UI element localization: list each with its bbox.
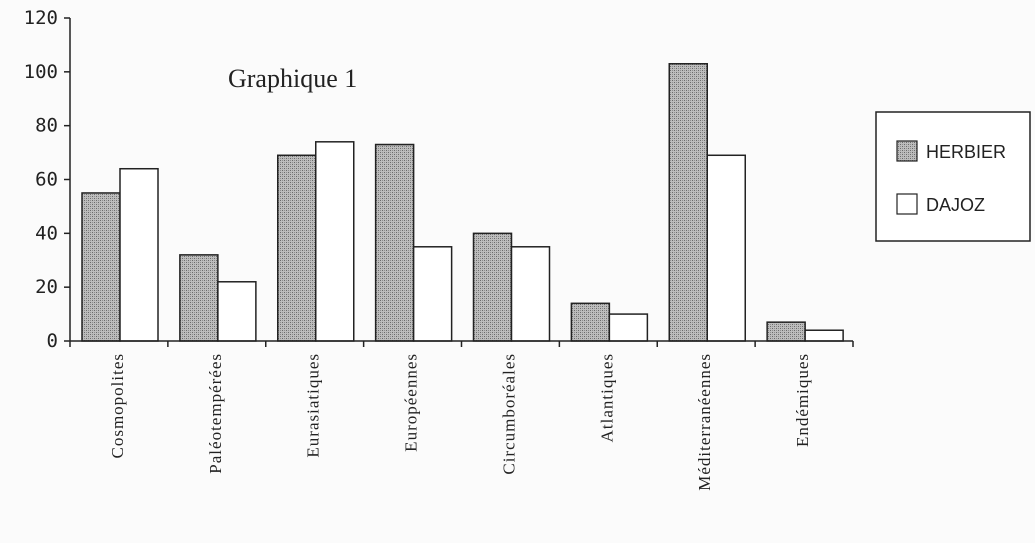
bar-herbier-1 [81, 192, 121, 342]
x-axis: Cosmopolites Paléotempérées Eurasiatiques E… [69, 340, 854, 491]
legend-swatch-herbier [896, 140, 918, 162]
category-label: Atlantiques [597, 353, 616, 442]
category-label: Cosmopolites [108, 353, 127, 459]
category-label: Eurasiatiques [304, 353, 323, 458]
bar-dajoz-3 [315, 141, 355, 342]
bar-dajoz-5 [510, 246, 551, 342]
y-tick-label: 40 [35, 222, 58, 244]
legend-label-dajoz: DAJOZ [926, 195, 985, 215]
legend-box [875, 111, 1031, 242]
y-tick-label: 20 [35, 276, 58, 298]
bar-herbier-8 [766, 321, 806, 342]
y-tick-label: 0 [47, 330, 58, 352]
bar-herbier-7 [668, 63, 708, 342]
bar-dajoz-8 [804, 329, 844, 342]
y-tick-label: 80 [35, 115, 58, 137]
bar-dajoz-1 [119, 167, 159, 342]
y-axis: 0 20 40 60 80 100 120 [24, 7, 71, 352]
legend: HERBIER DAJOZ [875, 111, 1031, 242]
bar-herbier-5 [472, 232, 513, 342]
y-tick-label: 60 [35, 169, 58, 191]
y-tick-label: 120 [24, 7, 58, 29]
legend-label-herbier: HERBIER [926, 142, 1006, 162]
bar-herbier-4 [374, 143, 415, 342]
chart-title: Graphique 1 [228, 64, 357, 93]
bar-herbier-3 [277, 154, 317, 342]
bars [81, 63, 844, 342]
category-label: Méditerranéennes [695, 353, 714, 491]
bar-herbier-6 [570, 302, 611, 342]
bar-dajoz-6 [608, 313, 649, 342]
category-label: Circumboréales [499, 353, 518, 475]
bar-dajoz-7 [706, 154, 746, 342]
bar-herbier-2 [179, 254, 219, 342]
category-label: Endémiques [793, 353, 812, 447]
bar-dajoz-2 [217, 281, 257, 342]
legend-swatch-dajoz [896, 193, 918, 215]
category-label: Européennes [402, 353, 421, 452]
category-label: Paléotempérées [206, 353, 225, 474]
y-tick-label: 100 [24, 61, 58, 83]
bar-dajoz-4 [412, 246, 453, 342]
